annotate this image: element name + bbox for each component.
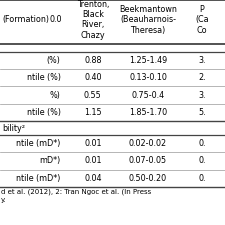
Text: Beekmantown
(Beauharnois-
Theresa): Beekmantown (Beauharnois- Theresa) [119,5,177,35]
Text: 2.: 2. [198,73,206,82]
Text: 3.: 3. [198,90,206,99]
Text: 3.: 3. [198,56,206,65]
Text: 0.01: 0.01 [84,139,101,148]
Text: 0.88: 0.88 [84,56,101,65]
Text: d et al. (2012), 2: Tran Ngoc et al. (In Press: d et al. (2012), 2: Tran Ngoc et al. (In… [1,189,151,195]
Text: 1.15: 1.15 [84,108,102,117]
Text: 0.04: 0.04 [84,174,101,183]
Text: 0.40: 0.40 [84,73,101,82]
Text: Trenton,
Black
River,
Chazy: Trenton, Black River, Chazy [77,0,109,40]
Text: 0.: 0. [198,157,206,166]
Text: 1.85-1.70: 1.85-1.70 [129,108,167,117]
Text: (Formation): (Formation) [2,15,49,24]
Text: 0.75-0.4: 0.75-0.4 [131,90,164,99]
Text: 0.50-0.20: 0.50-0.20 [129,174,167,183]
Text: 0.0: 0.0 [49,15,62,24]
Text: (%): (%) [47,56,61,65]
Text: %): %) [50,90,61,99]
Text: ntile (mD*): ntile (mD*) [16,139,61,148]
Text: ntile (%): ntile (%) [27,73,61,82]
Text: 0.02-0.02: 0.02-0.02 [129,139,167,148]
Text: 0.: 0. [198,139,206,148]
Text: 5.: 5. [198,108,206,117]
Text: bility²: bility² [2,124,25,133]
Text: 0.07-0.05: 0.07-0.05 [129,157,167,166]
Text: 0.55: 0.55 [84,90,102,99]
Text: mD*): mD*) [40,157,61,166]
Text: 1.25-1.49: 1.25-1.49 [129,56,167,65]
Text: y.: y. [1,197,7,203]
Text: 0.01: 0.01 [84,157,101,166]
Text: ntile (%): ntile (%) [27,108,61,117]
Text: 0.13-0.10: 0.13-0.10 [129,73,167,82]
Text: 0.: 0. [198,174,206,183]
Text: ntile (mD*): ntile (mD*) [16,174,61,183]
Text: P
(Ca
Co: P (Ca Co [195,5,209,35]
